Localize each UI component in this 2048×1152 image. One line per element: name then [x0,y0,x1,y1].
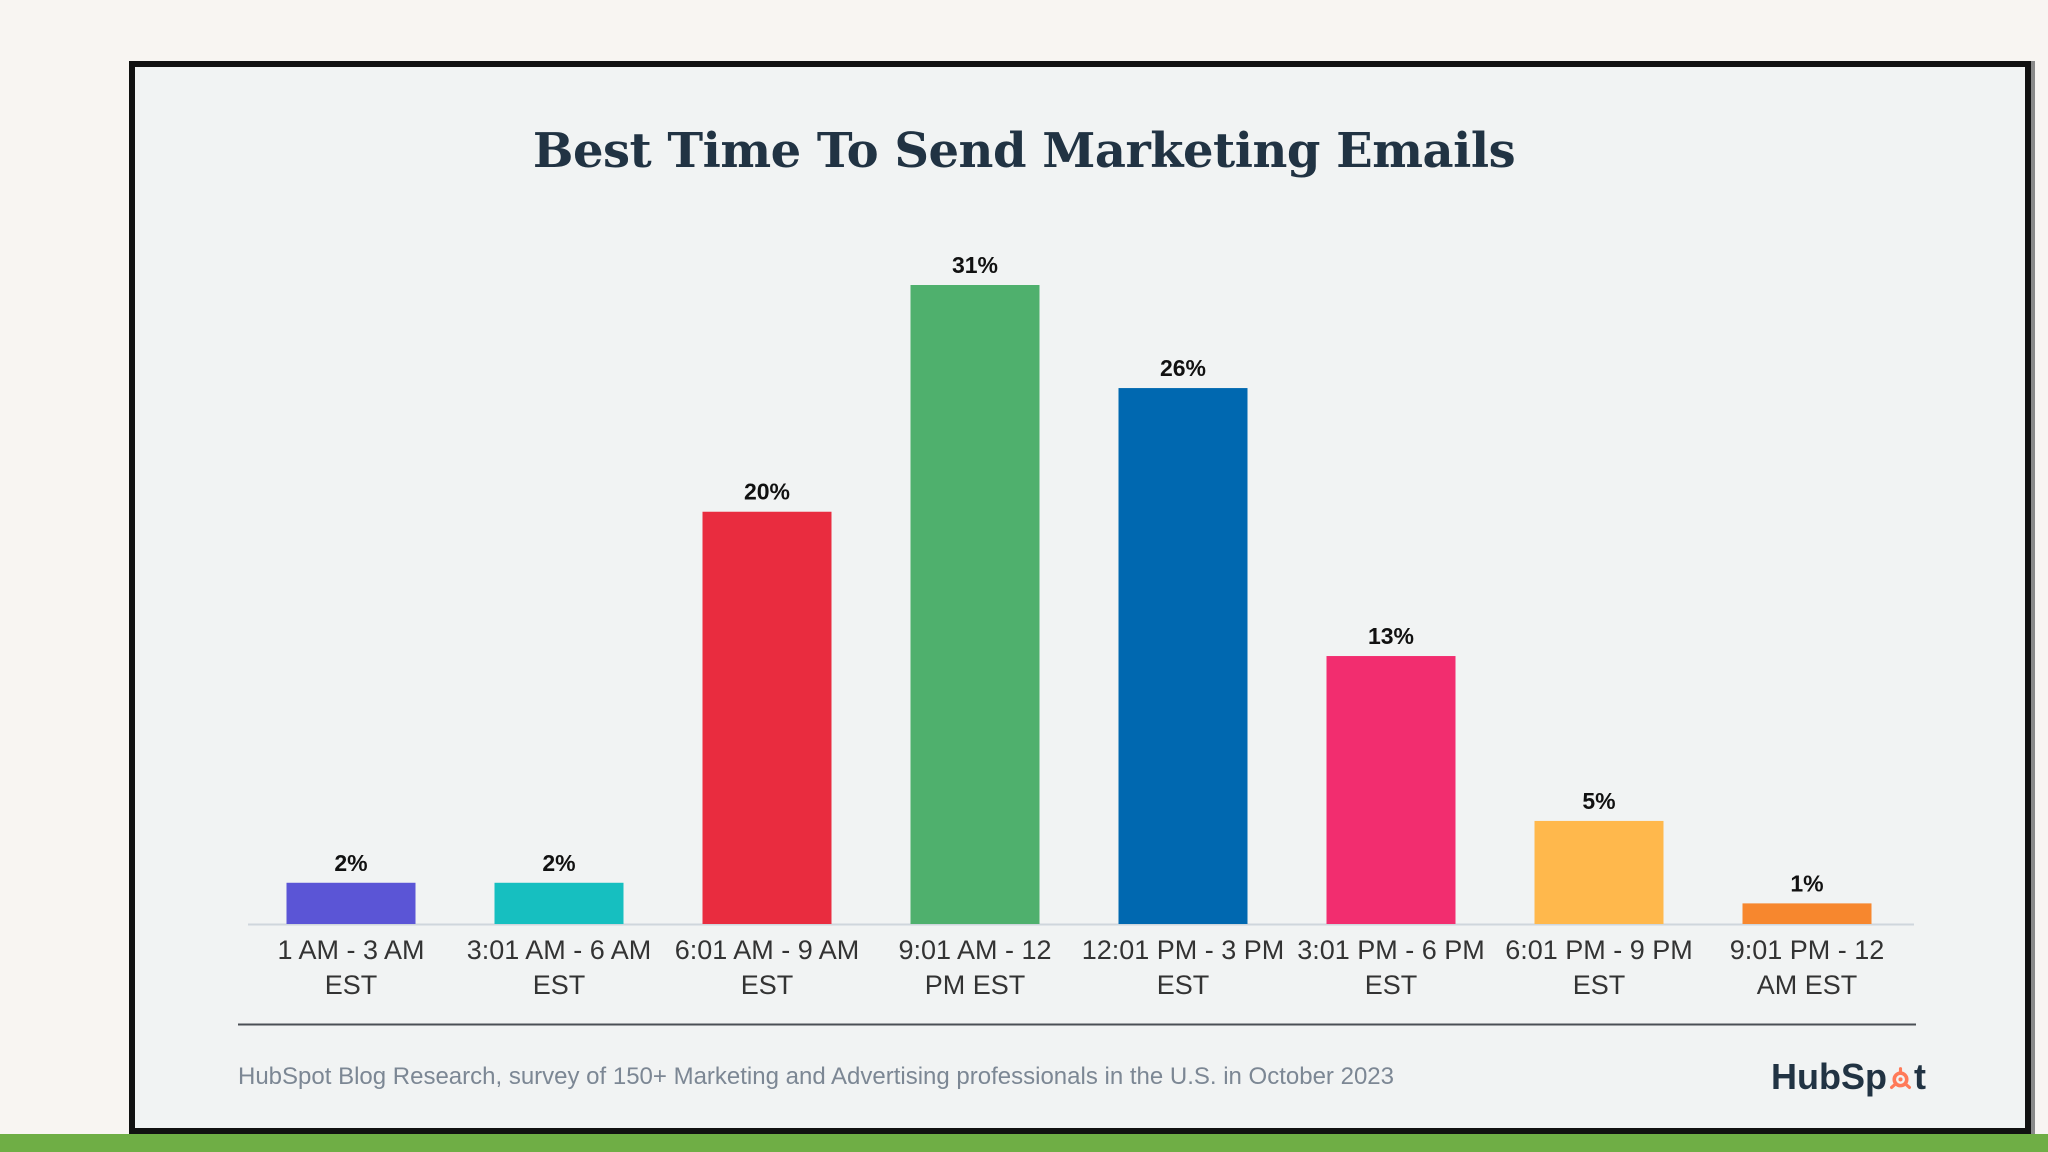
x-tick-label-1-line-1: 1 AM - 3 AM [277,935,424,965]
hubspot-logo: HubSp t [1771,1056,1926,1098]
bar-3 [702,511,832,924]
x-tick-label-3-line-2: EST [741,970,794,1000]
value-label-1: 2% [334,850,367,876]
sprocket-icon [1889,1067,1911,1089]
x-tick-label-8-line-1: 9:01 PM - 12 [1730,935,1885,965]
x-tick-label-2-line-1: 3:01 AM - 6 AM [467,935,652,965]
x-tick-label-7-line-2: EST [1573,970,1626,1000]
bar-1 [286,882,416,924]
x-tick-label-6-line-2: EST [1365,970,1418,1000]
x-tick-label-4-line-1: 9:01 AM - 12 [898,935,1051,965]
x-tick-label-5-line-2: EST [1157,970,1210,1000]
x-tick-label-3-line-1: 6:01 AM - 9 AM [675,935,860,965]
value-label-8: 1% [1790,870,1823,896]
x-tick-label-5-line-1: 12:01 PM - 3 PM [1082,935,1285,965]
value-label-5: 26% [1160,355,1206,381]
bar-4 [910,285,1040,924]
bar-2 [494,882,624,924]
brand-text-end: t [1913,1056,1926,1097]
x-tick-label-2-line-2: EST [533,970,586,1000]
value-label-2: 2% [542,850,575,876]
x-tick-label-1-line-2: EST [325,970,378,1000]
chart-title: Best Time To Send Marketing Emails [532,123,1516,179]
source-note: HubSpot Blog Research, survey of 150+ Ma… [238,1063,1394,1090]
x-tick-label-6-line-1: 3:01 PM - 6 PM [1297,935,1485,965]
chart-card [129,61,2031,1134]
value-label-7: 5% [1582,788,1615,814]
bar-7 [1534,820,1664,924]
bar-6 [1326,656,1456,924]
x-tick-label-8-line-2: AM EST [1757,970,1858,1000]
x-tick-label-4-line-2: PM EST [925,970,1026,1000]
bar-8 [1742,903,1872,924]
bottom-green-strip [0,1134,2048,1152]
value-label-6: 13% [1368,623,1414,649]
bar-5 [1118,388,1248,924]
x-tick-label-7-line-1: 6:01 PM - 9 PM [1505,935,1693,965]
value-label-4: 31% [952,252,998,278]
value-label-3: 20% [744,479,790,505]
brand-text-start: HubSp [1771,1056,1887,1097]
